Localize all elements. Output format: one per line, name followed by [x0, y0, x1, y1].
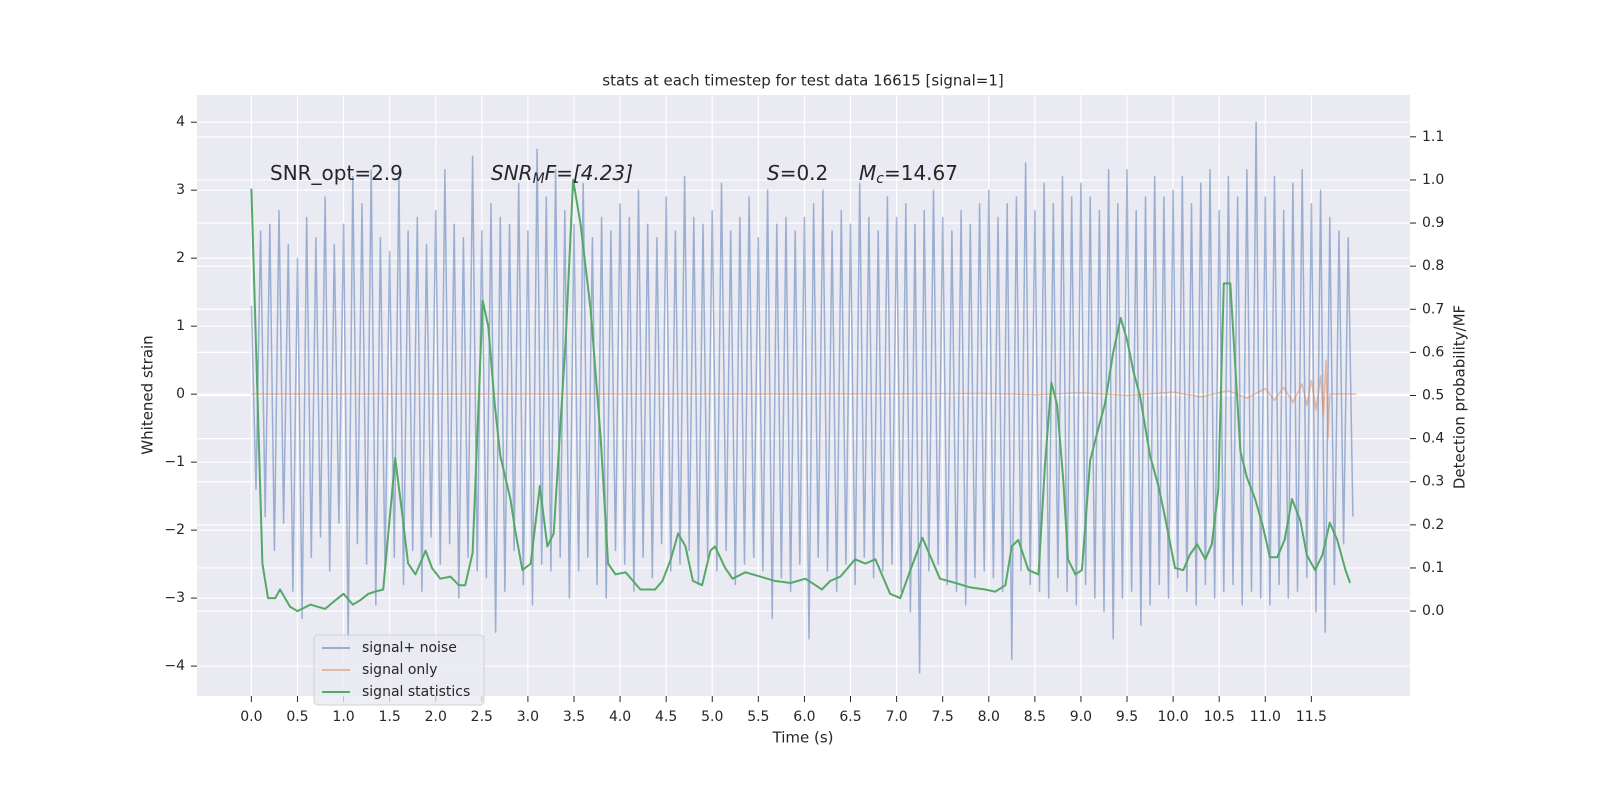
legend-label: signal+ noise [362, 640, 457, 656]
y-tick-label: −1 [164, 454, 185, 470]
x-tick-label: 0.0 [240, 709, 262, 725]
y2-tick-label: 1.1 [1422, 129, 1444, 145]
annotation: S=0.2 [767, 161, 828, 185]
legend-box [313, 634, 485, 706]
y2-tick-label: 0.0 [1422, 603, 1444, 619]
x-tick-label: 5.0 [701, 709, 723, 725]
y2-tick-label: 0.8 [1422, 258, 1444, 274]
y2-axis-label: Detection probability/MF [1451, 305, 1469, 489]
y-tick-label: 3 [176, 182, 185, 198]
x-tick-label: 7.0 [885, 709, 907, 725]
annotation: Mc=14.67 [859, 161, 958, 188]
y-axis-label: Whitened strain [139, 335, 157, 454]
y2-tick-label: 0.9 [1422, 215, 1444, 231]
x-tick-label: 2.5 [471, 709, 493, 725]
x-tick-label: 9.5 [1116, 709, 1138, 725]
x-tick-label: 9.0 [1070, 709, 1092, 725]
y2-tick-label: 0.6 [1422, 344, 1444, 360]
annotation: SNRMF=[4.23] [491, 161, 633, 188]
x-tick-label: 11.5 [1296, 709, 1327, 725]
y-tick-label: 1 [176, 318, 185, 334]
y2-tick-label: 0.2 [1422, 517, 1444, 533]
x-tick-label: 3.0 [517, 709, 539, 725]
chart-title: stats at each timestep for test data 166… [602, 72, 1003, 90]
y-tick-label: −4 [164, 658, 185, 674]
x-tick-label: 4.5 [655, 709, 677, 725]
series-line [250, 121, 1354, 674]
x-tick-label: 4.0 [609, 709, 631, 725]
x-tick-label: 6.5 [839, 709, 861, 725]
series-line [250, 178, 1352, 613]
y2-tick-label: 0.1 [1422, 560, 1444, 576]
x-tick-label: 7.5 [932, 709, 954, 725]
legend-label: signal statistics [362, 684, 470, 700]
y2-tick-label: 1.0 [1422, 172, 1444, 188]
x-tick-label: 1.5 [379, 709, 401, 725]
x-tick-label: 0.5 [286, 709, 308, 725]
series-line [251, 359, 1357, 440]
x-tick-label: 8.0 [978, 709, 1000, 725]
x-tick-label: 6.0 [793, 709, 815, 725]
legend-label: signal only [362, 662, 437, 678]
x-tick-label: 1.0 [332, 709, 354, 725]
x-tick-label: 3.5 [563, 709, 585, 725]
x-tick-label: 8.5 [1024, 709, 1046, 725]
y-tick-label: 0 [176, 386, 185, 402]
annotation: SNR_opt=2.9 [270, 161, 403, 185]
x-tick-label: 2.0 [425, 709, 447, 725]
y-tick-label: −3 [164, 590, 185, 606]
x-tick-label: 10.0 [1158, 709, 1189, 725]
y2-tick-label: 0.4 [1422, 431, 1444, 447]
y2-tick-label: 0.5 [1422, 388, 1444, 404]
y-tick-label: −2 [164, 522, 185, 538]
y2-tick-label: 0.7 [1422, 301, 1444, 317]
y2-tick-label: 0.3 [1422, 474, 1444, 490]
x-axis-label: Time (s) [772, 729, 834, 747]
y-tick-label: 4 [176, 114, 185, 130]
x-tick-label: 5.5 [747, 709, 769, 725]
x-tick-label: 11.0 [1250, 709, 1281, 725]
x-tick-label: 10.5 [1204, 709, 1235, 725]
y-tick-label: 2 [176, 250, 185, 266]
